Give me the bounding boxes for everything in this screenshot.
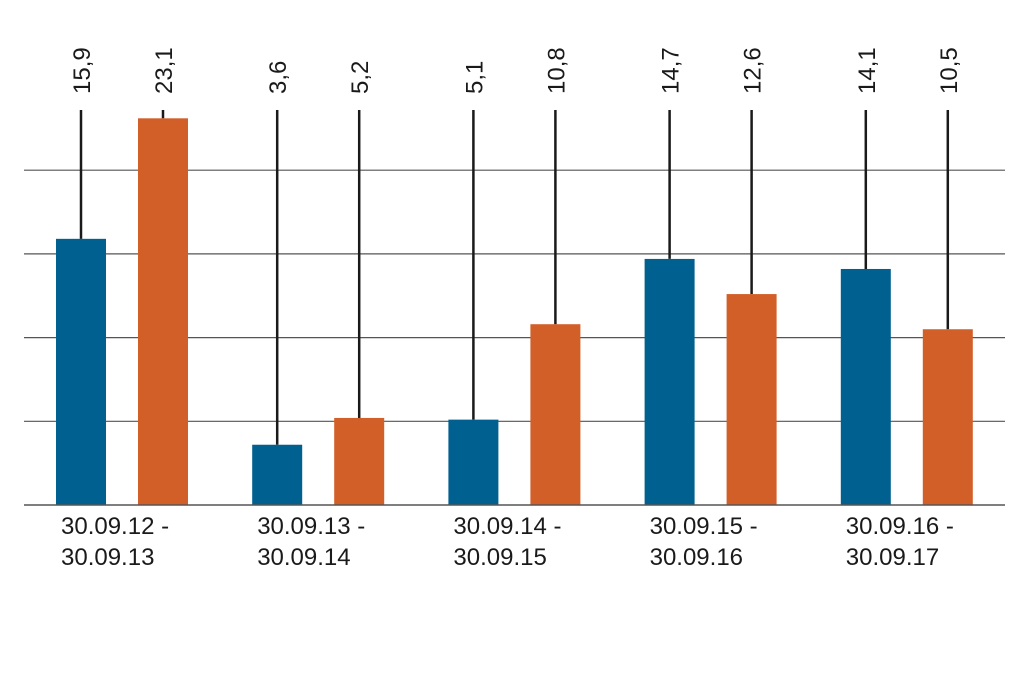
category-label: 30.09.15 - (650, 513, 758, 540)
category-labels: 30.09.12 - 30.09.13 30.09.13 - 30.09.14 30.0… (61, 513, 954, 571)
category-label: 30.09.12 - (61, 513, 169, 540)
value-label: 10,5 (936, 47, 963, 94)
value-label: 3,6 (265, 61, 292, 94)
label-leader-lines (79, 110, 950, 445)
bars (56, 118, 973, 506)
bar (448, 419, 499, 505)
value-label: 15,9 (69, 47, 96, 94)
bar (334, 417, 385, 505)
bar (252, 444, 303, 505)
category-label: 30.09.16 - (846, 513, 954, 540)
bar (138, 118, 188, 505)
bar (840, 268, 891, 505)
value-label: 14,7 (658, 47, 685, 94)
bar (530, 324, 581, 505)
bar (644, 258, 695, 505)
value-labels: 15,9 23,1 3,6 5,2 5,1 10,8 14,7 12,6 14,1 10,5 (69, 47, 963, 94)
category-label: 30.09.13 - (257, 513, 365, 540)
value-label: 12,6 (740, 47, 767, 94)
category-label: 30.09.16 (650, 544, 743, 571)
category-label: 30.09.14 - (453, 513, 561, 540)
bar (726, 294, 777, 505)
category-label: 30.09.13 (61, 544, 154, 571)
bar (922, 329, 973, 505)
value-label: 5,2 (347, 61, 374, 94)
category-label: 30.09.15 (453, 544, 546, 571)
category-label: 30.09.17 (846, 544, 939, 571)
value-label: 14,1 (854, 47, 881, 94)
value-label: 23,1 (151, 47, 178, 94)
bar (56, 238, 106, 506)
category-label: 30.09.14 (257, 544, 350, 571)
value-label: 10,8 (543, 47, 570, 94)
value-label: 5,1 (461, 61, 488, 94)
